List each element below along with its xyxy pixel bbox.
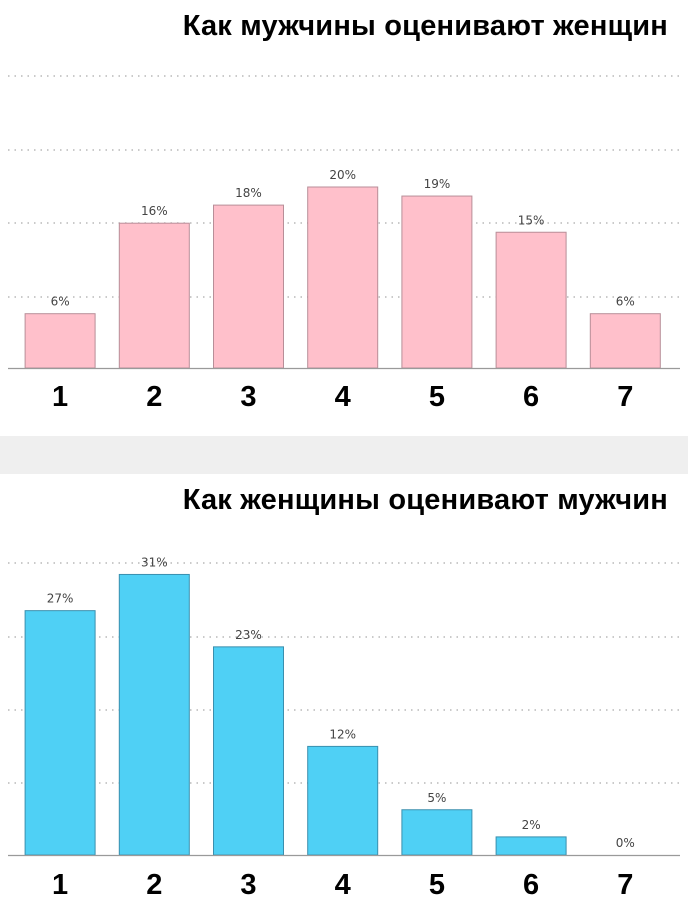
x-tick-label-3: 3: [240, 869, 256, 901]
bar-6: [495, 231, 567, 369]
bar-2: [118, 573, 190, 856]
bar-5: [401, 195, 473, 369]
bar-1: [24, 610, 96, 856]
x-tick-label-2: 2: [146, 869, 162, 901]
bar-4: [307, 745, 379, 856]
x-tick-label-6: 6: [523, 869, 539, 901]
data-label-4: 20%: [329, 168, 356, 182]
bar-3: [213, 646, 284, 856]
x-tick-label-5: 5: [429, 381, 445, 413]
data-label-3: 23%: [235, 628, 262, 642]
bar-chart-women-rate-men: 27% 1 31% 2 23% 3 12% 4 5% 5 2% 6 0% 7: [8, 555, 680, 901]
x-tick-label-1: 1: [52, 381, 68, 413]
bar-5: [401, 809, 473, 856]
bar-6: [495, 836, 567, 856]
data-label-5: 19%: [424, 177, 451, 191]
data-label-1: 6%: [51, 295, 70, 309]
data-label-2: 16%: [141, 204, 168, 218]
data-label-7: 6%: [616, 295, 635, 309]
bar-1: [24, 313, 96, 369]
chart-panel-women-rate-men: Как женщины оценивают мужчин 27% 1 31% 2 23%…: [0, 474, 688, 909]
data-label-4: 12%: [329, 727, 356, 741]
x-tick-label-5: 5: [429, 869, 445, 901]
bar-3: [213, 204, 284, 369]
bar-chart-men-rate-women: 6% 1 16% 2 18% 3 20% 4 19% 5 15% 6 6% 7: [8, 75, 680, 413]
panel-divider: [0, 436, 688, 474]
x-tick-label-7: 7: [617, 869, 633, 901]
chart-title: Как мужчины оценивают женщин: [182, 10, 668, 42]
chart-panel-men-rate-women: Как мужчины оценивают женщин 6% 1 16% 2 18% 3…: [0, 0, 688, 436]
bar-7: [589, 313, 661, 369]
x-tick-label-3: 3: [240, 381, 256, 413]
x-tick-label-2: 2: [146, 381, 162, 413]
bar-2: [118, 222, 190, 369]
x-tick-label-4: 4: [335, 381, 351, 413]
data-label-6: 2%: [522, 818, 541, 832]
data-label-2: 31%: [141, 555, 168, 569]
chart-title: Как женщины оценивают мужчин: [182, 484, 668, 516]
data-label-5: 5%: [427, 791, 446, 805]
data-label-6: 15%: [518, 213, 545, 227]
x-tick-label-7: 7: [617, 381, 633, 413]
data-label-7: 0%: [616, 836, 635, 850]
data-label-3: 18%: [235, 186, 262, 200]
x-tick-label-4: 4: [335, 869, 351, 901]
x-tick-label-1: 1: [52, 869, 68, 901]
bar-4: [307, 186, 379, 369]
data-label-1: 27%: [47, 592, 74, 606]
x-tick-label-6: 6: [523, 381, 539, 413]
